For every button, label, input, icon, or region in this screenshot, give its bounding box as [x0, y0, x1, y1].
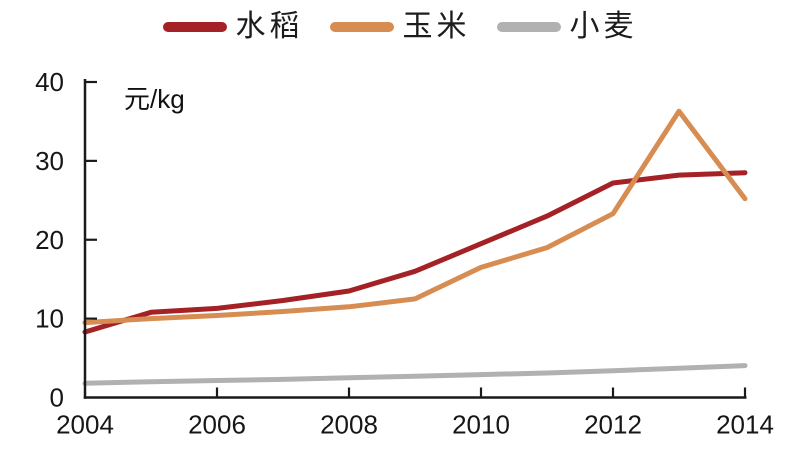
legend-item-rice: 水稻 [162, 10, 304, 43]
legend-item-wheat: 小麦 [496, 10, 638, 43]
y-axis-unit-label: 元/kg [124, 84, 185, 114]
y-tick-label: 0 [50, 383, 64, 413]
x-tick-label: 2004 [56, 410, 114, 440]
x-tick-label: 2008 [320, 410, 378, 440]
y-tick-label: 40 [35, 67, 64, 97]
axes [83, 79, 747, 399]
legend-label-corn: 玉米 [402, 10, 471, 43]
y-tick-label: 10 [35, 304, 64, 334]
rice-line-swatch-icon [162, 22, 227, 32]
y-tick-label: 20 [35, 225, 64, 255]
wheat-line-swatch-icon [496, 22, 561, 32]
x-tick-label: 2014 [716, 410, 774, 440]
x-tick-label: 2006 [188, 410, 246, 440]
legend-label-rice: 水稻 [235, 10, 304, 43]
corn-line-swatch-icon [329, 22, 394, 32]
axis-tick-labels: 0 10 20 30 40 2004 2006 2008 2010 2012 2014 [35, 67, 774, 440]
series-line-玉米 [82, 108, 748, 326]
series-lines [82, 108, 748, 386]
y-tick-label: 30 [35, 146, 64, 176]
legend-item-corn: 玉米 [329, 10, 471, 43]
series-line-小麦 [82, 363, 748, 386]
x-tick-label: 2012 [584, 410, 642, 440]
series-line-水稻 [82, 170, 748, 335]
legend-label-wheat: 小麦 [569, 10, 638, 43]
x-tick-label: 2010 [452, 410, 510, 440]
chart-legend: 水稻 玉米 小麦 [0, 12, 800, 42]
